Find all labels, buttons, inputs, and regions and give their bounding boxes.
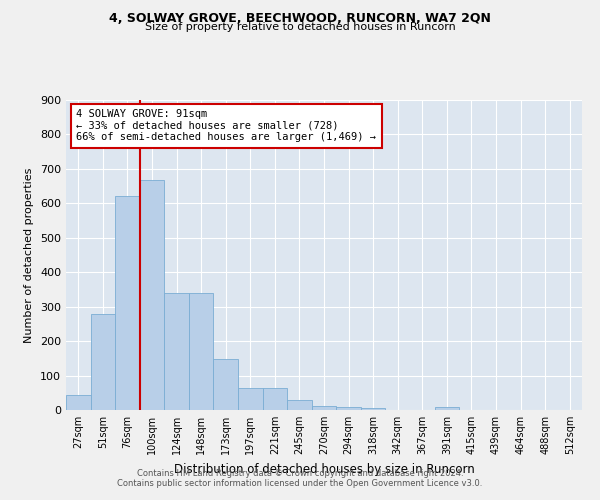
Bar — [66, 395, 91, 410]
Bar — [164, 293, 189, 410]
Bar — [115, 196, 140, 410]
X-axis label: Distribution of detached houses by size in Runcorn: Distribution of detached houses by size … — [173, 462, 475, 475]
Bar — [189, 293, 214, 410]
Text: Contains public sector information licensed under the Open Government Licence v3: Contains public sector information licen… — [118, 478, 482, 488]
Text: 4, SOLWAY GROVE, BEECHWOOD, RUNCORN, WA7 2QN: 4, SOLWAY GROVE, BEECHWOOD, RUNCORN, WA7… — [109, 12, 491, 26]
Bar — [140, 180, 164, 410]
Text: Contains HM Land Registry data © Crown copyright and database right 2024.: Contains HM Land Registry data © Crown c… — [137, 468, 463, 477]
Text: Size of property relative to detached houses in Runcorn: Size of property relative to detached ho… — [145, 22, 455, 32]
Bar — [214, 359, 238, 410]
Bar — [238, 388, 263, 410]
Bar — [263, 388, 287, 410]
Text: 4 SOLWAY GROVE: 91sqm
← 33% of detached houses are smaller (728)
66% of semi-det: 4 SOLWAY GROVE: 91sqm ← 33% of detached … — [76, 110, 376, 142]
Y-axis label: Number of detached properties: Number of detached properties — [25, 168, 34, 342]
Bar — [312, 406, 336, 410]
Bar — [336, 406, 361, 410]
Bar — [434, 407, 459, 410]
Bar — [361, 408, 385, 410]
Bar — [287, 400, 312, 410]
Bar — [91, 314, 115, 410]
